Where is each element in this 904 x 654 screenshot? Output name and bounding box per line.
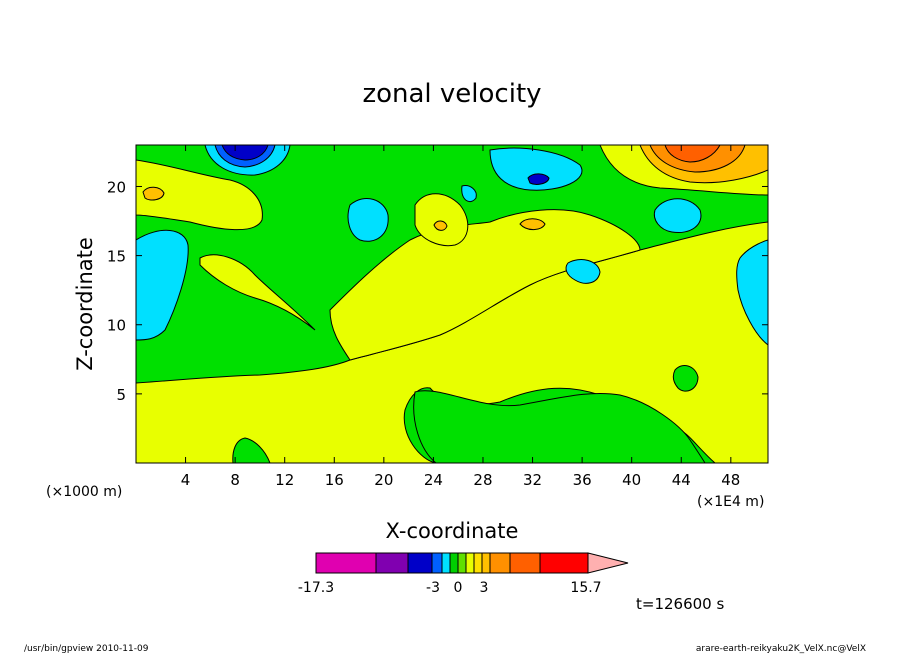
y-axis-label: Z-coordinate bbox=[73, 237, 97, 371]
colorbar-segment bbox=[509, 552, 541, 574]
contour-region bbox=[414, 193, 469, 247]
y-tick-label: 20 bbox=[107, 178, 126, 196]
footer-right: arare-earth-reikyaku2K_VelX.nc@VelX bbox=[696, 644, 866, 654]
y-tick-label: 10 bbox=[107, 317, 126, 335]
x-tick-label: 16 bbox=[325, 471, 344, 489]
x-tick-label: 12 bbox=[275, 471, 294, 489]
contour-region bbox=[664, 145, 721, 163]
chart-title: zonal velocity bbox=[362, 79, 541, 109]
contour-region bbox=[519, 218, 546, 231]
colorbar-segment bbox=[489, 552, 511, 574]
time-label: t=126600 s bbox=[636, 595, 724, 613]
y-tick-label: 15 bbox=[107, 248, 126, 266]
contour-region bbox=[347, 197, 389, 242]
colorbar-tick-label: -3 bbox=[426, 580, 440, 596]
colorbar-segment bbox=[539, 552, 589, 574]
colorbar-segment bbox=[375, 552, 409, 574]
x-tick-label: 24 bbox=[424, 471, 443, 489]
contour-region bbox=[527, 173, 550, 185]
x-unit-label: (×1E4 m) bbox=[697, 494, 764, 510]
x-tick-label: 32 bbox=[523, 471, 542, 489]
footer-left: /usr/bin/gpview 2010-11-09 bbox=[24, 644, 149, 654]
x-tick-label: 20 bbox=[374, 471, 393, 489]
colorbar-tick-label: -17.3 bbox=[298, 580, 334, 596]
colorbar-extend-arrow bbox=[587, 552, 629, 574]
x-tick-label: 28 bbox=[473, 471, 492, 489]
colorbar-tick-label: 0 bbox=[454, 580, 463, 596]
colorbar-segment bbox=[473, 552, 483, 574]
contour-region bbox=[136, 159, 263, 231]
y-axis: 5 10 15 20 bbox=[107, 178, 768, 404]
contour-region bbox=[565, 259, 601, 284]
colorbar-segment bbox=[465, 552, 475, 574]
x-tick-label: 4 bbox=[181, 471, 191, 489]
x-tick-label: 40 bbox=[622, 471, 641, 489]
contour-region bbox=[736, 239, 768, 346]
x-tick-label: 48 bbox=[721, 471, 740, 489]
colorbar-segment bbox=[457, 552, 467, 574]
y-unit-label: (×1000 m) bbox=[46, 484, 122, 500]
contour-region bbox=[199, 254, 316, 331]
contour-region bbox=[461, 185, 477, 202]
colorbar-segment bbox=[407, 552, 433, 574]
contour-region bbox=[672, 365, 699, 392]
contour-region bbox=[142, 186, 165, 201]
contour-region bbox=[433, 220, 448, 231]
contour-region bbox=[653, 198, 702, 234]
contour-region bbox=[221, 145, 269, 161]
colorbar-segment bbox=[449, 552, 459, 574]
x-tick-label: 36 bbox=[573, 471, 592, 489]
y-tick-label: 5 bbox=[116, 386, 126, 404]
contour-field bbox=[136, 145, 768, 463]
x-axis: 4 8 12 16 20 24 28 32 36 40 44 48 bbox=[181, 145, 740, 489]
x-axis-label: X-coordinate bbox=[386, 519, 519, 543]
contour-region bbox=[136, 229, 189, 341]
plot-frame bbox=[135, 144, 769, 464]
colorbar-segment bbox=[431, 552, 443, 574]
x-tick-label: 44 bbox=[672, 471, 691, 489]
contour-region bbox=[489, 147, 583, 191]
colorbar-segment bbox=[441, 552, 451, 574]
x-tick-label: 8 bbox=[230, 471, 240, 489]
colorbar-tick-label: 15.7 bbox=[570, 580, 601, 596]
colorbar-tick-label: 3 bbox=[480, 580, 489, 596]
colorbar: -17.3 -3 0 3 15.7 bbox=[298, 552, 629, 596]
colorbar-segment bbox=[481, 552, 491, 574]
colorbar-segment bbox=[315, 552, 377, 574]
